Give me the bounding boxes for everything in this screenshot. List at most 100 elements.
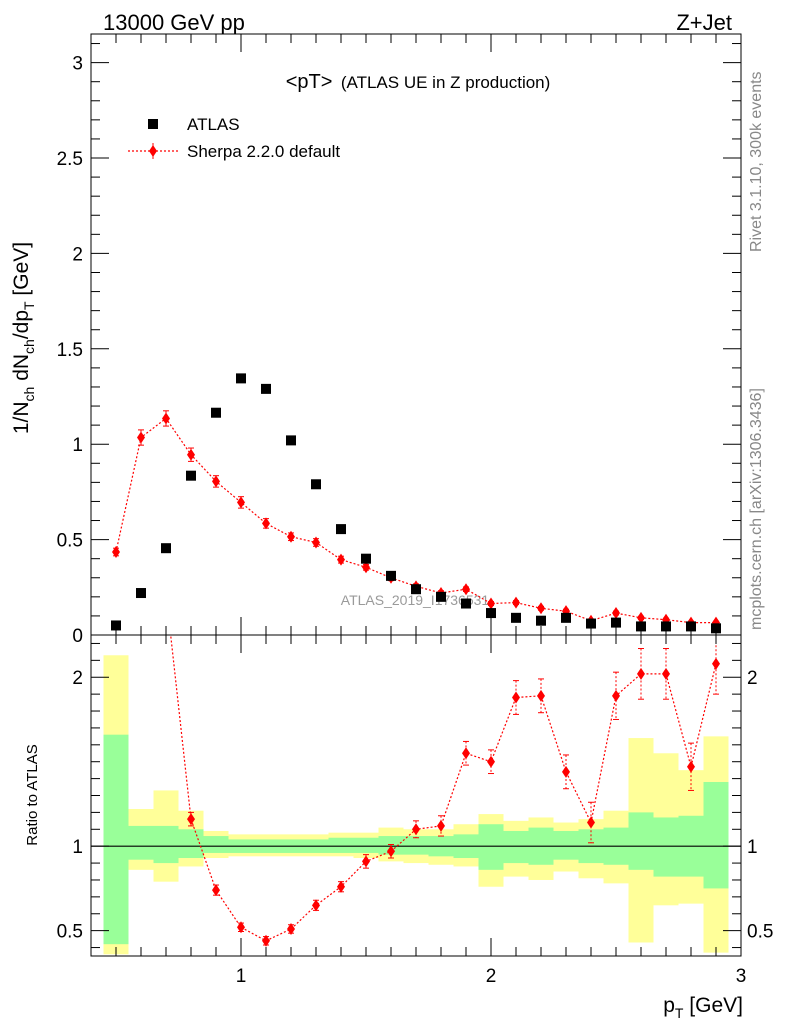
ratio-point <box>362 855 370 868</box>
xlabel-b: [GeV] <box>683 994 743 1017</box>
xlabel: pT [GeV] <box>663 994 743 1021</box>
ratio-point <box>187 813 195 826</box>
ratio-ytick-label-right: 2 <box>747 668 758 689</box>
atlas-point <box>336 524 346 535</box>
atlas-point <box>186 470 196 481</box>
ratio-panel: 0.5 0.5 1 1 2 2 1 2 3 <box>57 634 773 987</box>
band-inner <box>628 812 654 870</box>
atlas-point <box>161 543 171 554</box>
atlas-point <box>536 615 546 626</box>
atlas-point <box>611 617 621 628</box>
band-inner <box>328 837 354 853</box>
side-text-top: Rivet 3.1.10, 300k events <box>748 71 765 252</box>
ratio-point <box>437 819 445 832</box>
top-ylabel-b-sub: ch <box>21 339 37 354</box>
sherpa-point <box>212 475 220 488</box>
header-left: 13000 GeV pp <box>103 10 245 35</box>
xlabel-a: p <box>663 994 675 1017</box>
sherpa-point <box>637 611 645 624</box>
ratio-point <box>712 657 720 670</box>
sherpa-point <box>112 546 120 559</box>
top-ylabel-a-sub: ch <box>21 387 37 402</box>
atlas-point <box>511 612 521 623</box>
band-inner <box>553 830 579 860</box>
top-ylabel-d: [GeV] <box>10 242 33 302</box>
ratio-ytick-label: 2 <box>72 668 83 689</box>
sherpa-point <box>162 412 170 425</box>
legend-marker-sherpa <box>149 145 157 157</box>
band-inner <box>478 824 504 870</box>
ratio-point <box>237 921 245 934</box>
band-inner <box>403 836 429 855</box>
ratio-point <box>412 823 420 836</box>
top-ylabel-a: 1/N <box>10 401 33 434</box>
atlas-point <box>486 608 496 619</box>
sherpa-point <box>287 530 295 543</box>
sherpa-point <box>187 448 195 461</box>
ratio-point <box>562 765 570 778</box>
band-inner <box>203 836 229 853</box>
ratio-point <box>287 922 295 935</box>
legend-label-atlas: ATLAS <box>187 115 240 134</box>
xtick-label: 1 <box>236 966 247 987</box>
sherpa-point <box>337 553 345 566</box>
xtick-label: 2 <box>486 966 497 987</box>
band-inner <box>503 830 529 864</box>
top-title-sub: (ATLAS UE in Z production) <box>341 73 550 92</box>
band-inner <box>703 781 729 889</box>
atlas-point <box>111 620 121 631</box>
sherpa-point <box>312 536 320 549</box>
ratio-point <box>462 747 470 760</box>
sherpa-point <box>137 431 145 444</box>
band-inner <box>153 825 179 864</box>
top-plot-area <box>111 373 721 634</box>
ratio-point <box>687 760 695 773</box>
top-ytick-label: 2 <box>72 244 83 265</box>
atlas-point <box>586 618 596 629</box>
top-ytick-label: 1 <box>72 435 83 456</box>
ratio-point <box>262 934 270 947</box>
ratio-point <box>537 689 545 702</box>
band-inner <box>128 825 154 860</box>
sherpa-point <box>462 583 470 596</box>
atlas-point <box>436 591 446 602</box>
ratio-plot-area <box>91 635 741 955</box>
sherpa-point <box>362 561 370 574</box>
atlas-point <box>361 553 371 564</box>
ratio-point <box>512 691 520 704</box>
xtick-label: 3 <box>736 966 747 987</box>
atlas-point <box>211 407 221 418</box>
ratio-point <box>487 755 495 768</box>
top-panel: 0 0.5 1 1.5 2 2.5 3 <box>57 33 742 647</box>
top-ylabel-c-sub: T <box>21 301 37 310</box>
side-text-bottom: mcplots.cern.ch [arXiv:1306.3436] <box>748 388 765 630</box>
top-ylabel: 1/Nch dNch/dpT [GeV] <box>10 242 37 434</box>
top-ytick-label: 0 <box>72 626 83 647</box>
atlas-point <box>411 584 421 595</box>
sherpa-point <box>262 517 270 530</box>
top-title-main: <pT> <box>286 71 333 93</box>
top-ytick-label: 0.5 <box>57 531 83 552</box>
top-ylabel-b: dN <box>10 354 33 387</box>
legend-label-sherpa: Sherpa 2.2.0 default <box>187 142 340 161</box>
legend-marker-atlas <box>148 119 158 129</box>
ratio-line <box>170 635 717 942</box>
atlas-point <box>136 588 146 599</box>
top-ytick-label: 3 <box>72 54 83 75</box>
band-inner <box>653 817 679 877</box>
atlas-point <box>561 612 571 623</box>
ratio-ytick-label-right: 0.5 <box>747 922 773 943</box>
atlas-point <box>236 373 246 384</box>
ratio-ytick-label-right: 1 <box>747 837 758 858</box>
ratio-point <box>212 884 220 897</box>
ratio-point <box>587 816 595 829</box>
band-inner <box>103 734 129 945</box>
band-inner <box>353 837 379 853</box>
atlas-point <box>261 383 271 394</box>
watermark: ATLAS_2019_I1736531 <box>341 592 490 608</box>
ratio-point <box>637 667 645 680</box>
atlas-point <box>461 598 471 609</box>
top-ytick-label: 2.5 <box>57 149 83 170</box>
top-ytick-label: 1.5 <box>57 340 83 361</box>
